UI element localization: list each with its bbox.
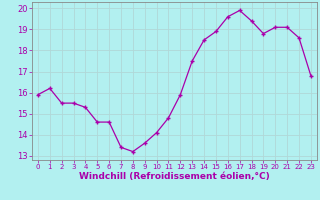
X-axis label: Windchill (Refroidissement éolien,°C): Windchill (Refroidissement éolien,°C): [79, 172, 270, 181]
